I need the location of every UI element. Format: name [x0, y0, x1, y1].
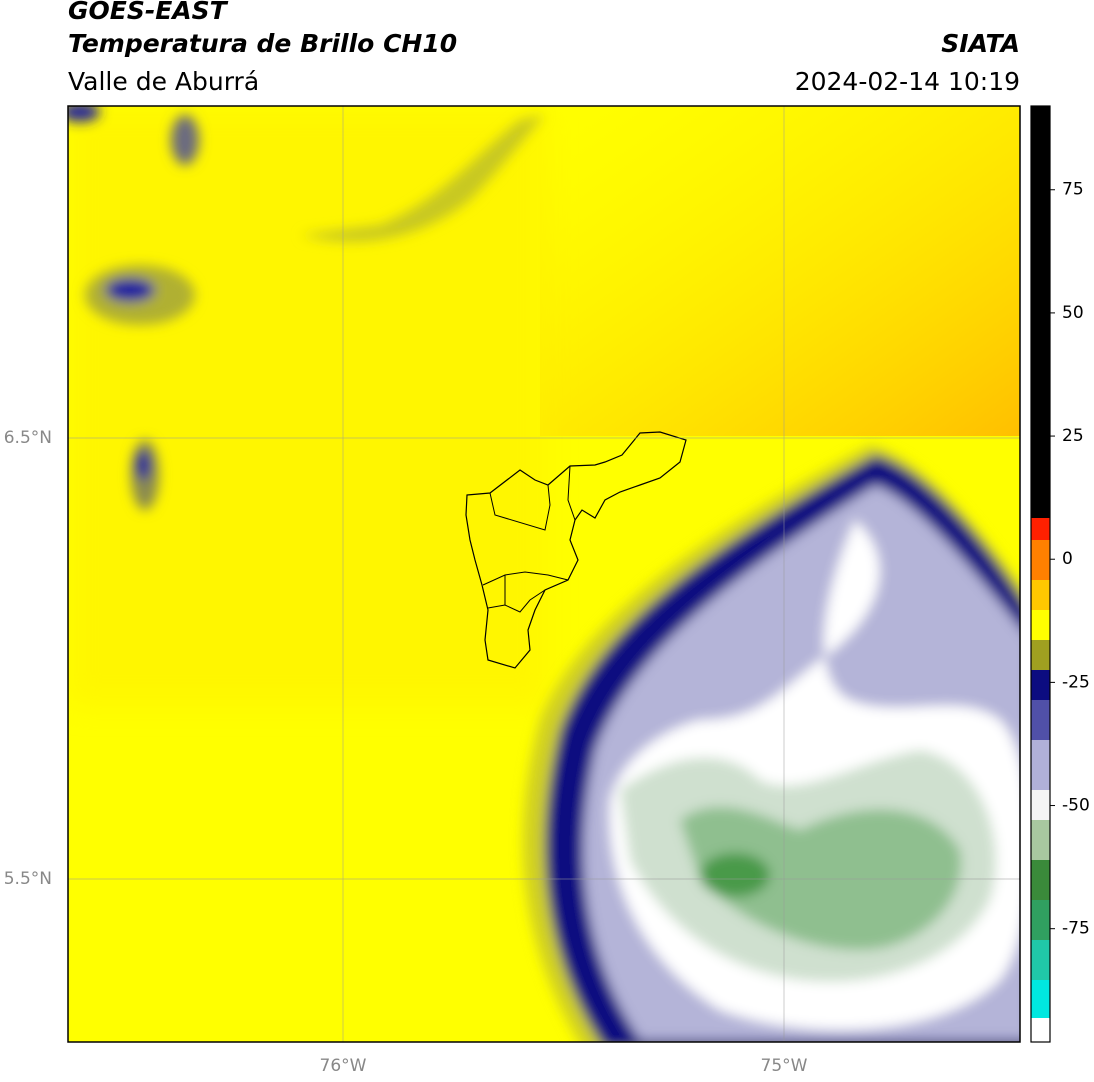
- lon-label: 75°W: [761, 1056, 808, 1076]
- colorbar-tick-label: -75: [1062, 919, 1090, 939]
- colorbar-tick-label: 0: [1062, 549, 1073, 569]
- subtitle: Temperatura de Brillo CH10: [68, 29, 457, 58]
- colorbar-tick-label: 25: [1062, 426, 1084, 446]
- satellite-image: [68, 106, 1020, 1042]
- colorbar-ticks: 75 50 25 0 -25 -50 -75: [1050, 180, 1090, 939]
- source: SIATA: [941, 29, 1020, 58]
- colorbar: [1030, 105, 1051, 1043]
- lat-label: 5.5°N: [4, 869, 52, 889]
- region: Valle de Aburrá: [68, 67, 259, 96]
- colorbar-tick-label: 50: [1062, 303, 1084, 323]
- lat-label: 6.5°N: [4, 428, 52, 448]
- lon-label: 76°W: [320, 1056, 367, 1076]
- datetime: 2024-02-14 10:19: [795, 67, 1020, 96]
- colorbar-tick-label: -25: [1062, 672, 1090, 692]
- title: GOES-EAST: [68, 0, 229, 25]
- colorbar-tick-label: 75: [1062, 180, 1084, 200]
- colorbar-tick-label: -50: [1062, 796, 1090, 816]
- map-frame: [67, 105, 1021, 1043]
